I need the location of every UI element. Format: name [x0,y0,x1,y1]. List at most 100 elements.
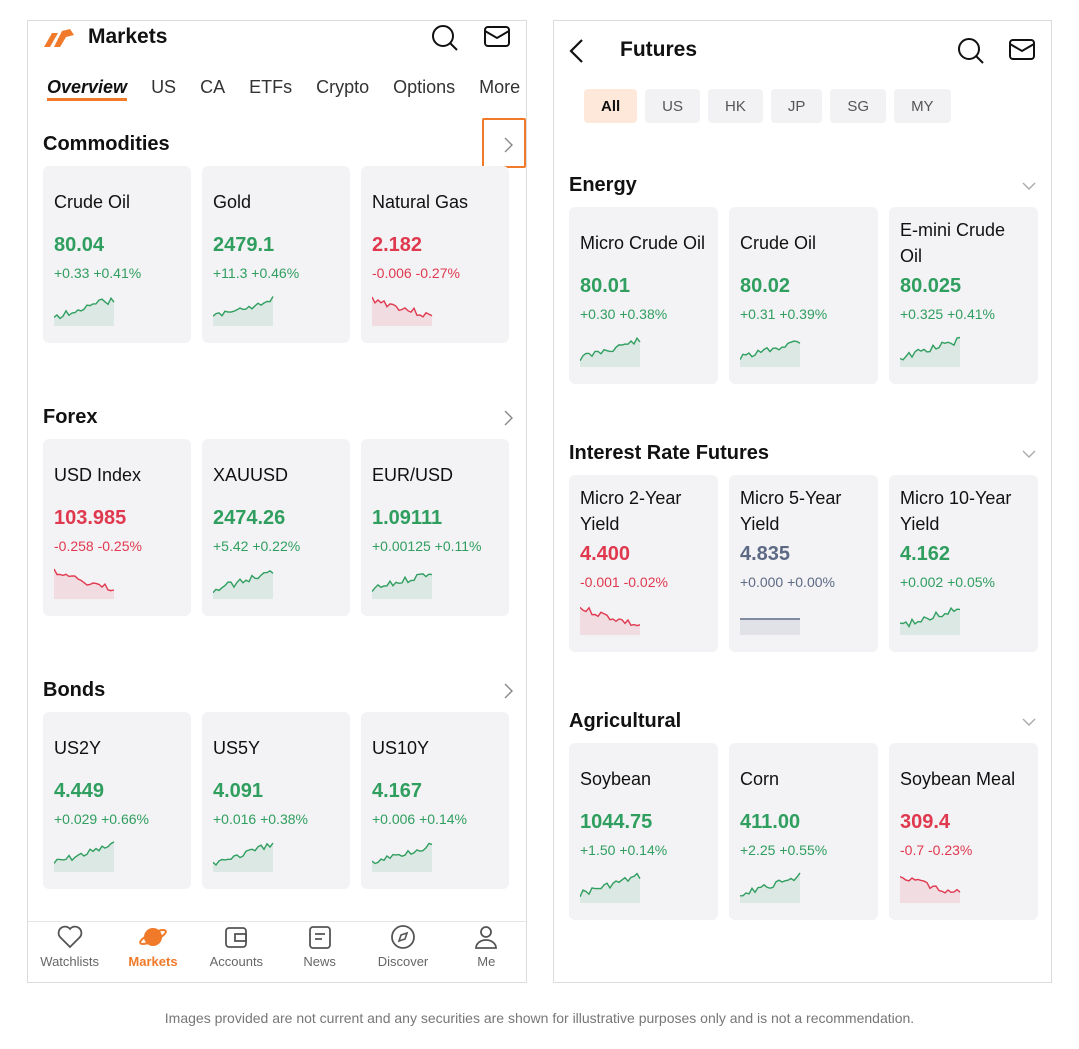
sparkline [372,842,433,872]
price-change: -0.7 -0.23% [900,842,973,858]
nav-icon [139,928,167,946]
sparkline [54,841,115,872]
instrument-name: Micro 10-Year Yield [900,488,1012,534]
sparkline [740,340,801,367]
nav-label: Me [477,954,496,969]
back-button[interactable] [566,37,588,65]
price-change: +0.029 +0.66% [54,811,149,827]
section-title: Interest Rate Futures [569,442,770,464]
section-chevron[interactable] [1021,712,1037,737]
price-change: -0.006 -0.27% [372,265,460,281]
quote-card[interactable]: Micro Crude Oil 80.01 +0.30 +0.38% [569,207,718,384]
price-change: -0.001 -0.02% [580,574,668,590]
disclaimer: Images provided are not current and any … [164,1010,915,1026]
price: 103.985 [54,507,127,529]
tab[interactable]: Options [393,77,456,97]
filter-chip[interactable]: JP [770,89,823,123]
quote-card[interactable]: Corn 411.00 +2.25 +0.55% [729,743,878,920]
price: 80.02 [740,275,791,297]
instrument-name: E-mini Crude Oil [900,220,1006,266]
mail-button[interactable] [1007,36,1037,64]
search-button[interactable] [430,23,460,53]
price-change: +0.325 +0.41% [900,306,995,322]
quote-card[interactable]: US5Y 4.091 +0.016 +0.38% [202,712,350,889]
mail-button[interactable] [482,23,512,51]
quote-card[interactable]: USD Index 103.985 -0.258 -0.25% [43,439,191,616]
nav-label: Watchlists [40,954,100,969]
quote-card[interactable]: E-mini Crude Oil 80.025 +0.325 +0.41% [889,207,1038,384]
quote-card[interactable]: Soybean 1044.75 +1.50 +0.14% [569,743,718,920]
filter-chip[interactable]: HK [708,89,763,123]
filter-chip[interactable]: US [645,89,701,123]
section-chevron[interactable] [500,135,516,160]
instrument-name: Micro Crude Oil [580,233,706,253]
search-button[interactable] [956,36,986,66]
tab[interactable]: Crypto [316,77,370,97]
nav-item[interactable]: Watchlists [28,923,111,969]
tab-bar: Overview US CA ETFs Crypto Options More [47,77,525,101]
nav-item[interactable]: Accounts [195,923,278,969]
price-change: +0.002 +0.05% [900,574,995,590]
instrument-name: Crude Oil [740,233,817,253]
sparkline [900,606,961,635]
section-chevron[interactable] [1021,444,1037,469]
quote-card[interactable]: Soybean Meal 309.4 -0.7 -0.23% [889,743,1038,920]
section-title: Forex [43,406,98,428]
filter-chip[interactable]: SG [830,89,887,123]
price: 80.025 [900,275,962,297]
quote-card[interactable]: EUR/USD 1.09111 +0.00125 +0.11% [361,439,509,616]
tab[interactable]: ETFs [249,77,293,97]
price: 4.835 [740,543,791,565]
price: 2479.1 [213,234,275,256]
instrument-name: USD Index [54,465,142,485]
tab[interactable]: CA [200,77,226,97]
tab[interactable]: US [151,77,177,97]
quote-card[interactable]: US2Y 4.449 +0.029 +0.66% [43,712,191,889]
sparkline [213,569,274,599]
nav-item[interactable]: News [278,923,361,969]
quote-card[interactable]: Crude Oil 80.04 +0.33 +0.41% [43,166,191,343]
quote-card[interactable]: Gold 2479.1 +11.3 +0.46% [202,166,350,343]
quote-card[interactable]: Natural Gas 2.182 -0.006 -0.27% [361,166,509,343]
nav-label: Accounts [209,954,264,969]
tab[interactable]: Overview [47,77,128,101]
nav-icon [475,926,498,949]
instrument-name: Micro 2-Year Yield [580,488,682,534]
section-chevron[interactable] [500,408,516,433]
instrument-name: US5Y [213,738,261,758]
price-change: +0.016 +0.38% [213,811,308,827]
sparkline [740,872,801,903]
tab[interactable]: More [479,77,521,97]
section-chevron[interactable] [500,681,516,706]
quote-card[interactable]: Micro 2-Year Yield 4.400 -0.001 -0.02% [569,475,718,652]
instrument-name: XAUUSD [213,465,289,485]
section-chevron[interactable] [1021,176,1037,201]
quote-card[interactable]: Micro 5-Year Yield 4.835 +0.000 +0.00% [729,475,878,652]
markets-screen: Markets Overview US CA ETFs Crypto Options Mor… [27,20,527,983]
instrument-name: US10Y [372,738,430,758]
instrument-name: US2Y [54,738,102,758]
instrument-name: Corn [740,769,780,789]
price-change: +0.30 +0.38% [580,306,668,322]
nav-item[interactable]: Me [445,923,526,969]
quote-card[interactable]: Micro 10-Year Yield 4.162 +0.002 +0.05% [889,475,1038,652]
price: 4.400 [580,543,631,565]
nav-item[interactable]: Discover [361,923,444,969]
quote-card[interactable]: US10Y 4.167 +0.006 +0.14% [361,712,509,889]
section-title: Bonds [43,679,106,701]
nav-icon [308,926,331,949]
price: 411.00 [740,811,801,833]
filter-bar: All US HK JP SG MY [584,89,951,123]
price-change: +11.3 +0.46% [213,265,300,281]
nav-label: News [303,954,336,969]
filter-chip[interactable]: MY [894,89,951,123]
nav-item[interactable]: Markets [111,923,194,969]
quote-card[interactable]: Crude Oil 80.02 +0.31 +0.39% [729,207,878,384]
futures-screen: Futures All US HK JP SG MY Energy Micro Crude … [553,20,1052,983]
price-change: +1.50 +0.14% [580,842,668,858]
quote-card[interactable]: XAUUSD 2474.26 +5.42 +0.22% [202,439,350,616]
nav-icon [225,927,248,948]
divider [28,921,526,922]
filter-chip[interactable]: All [584,89,638,123]
